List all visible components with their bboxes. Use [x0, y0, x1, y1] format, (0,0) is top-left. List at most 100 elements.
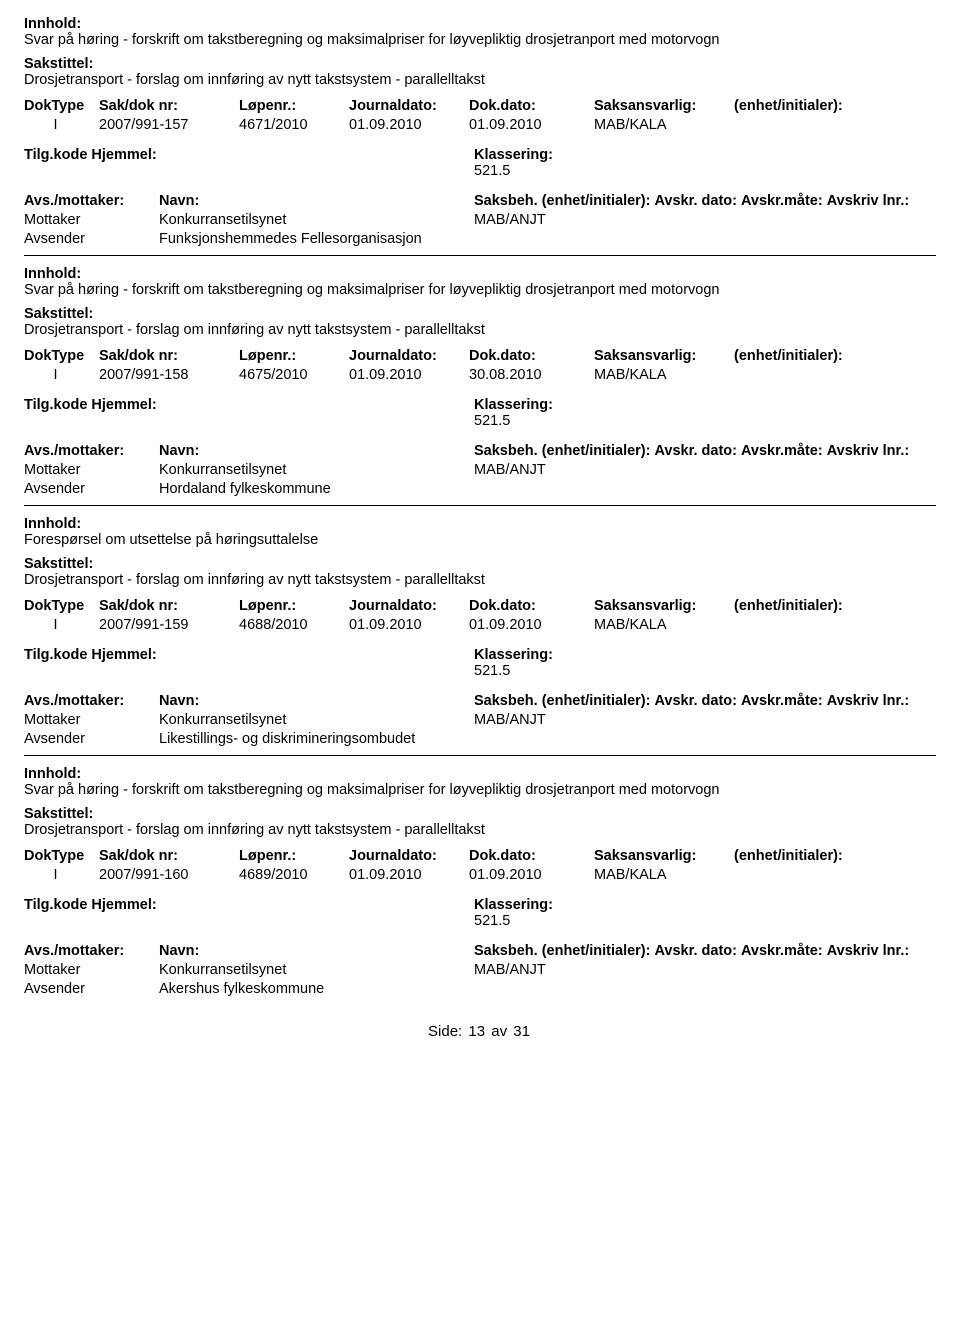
mottaker-navn: Konkurransetilsynet	[159, 962, 474, 978]
avsender-navn: Funksjonshemmedes Fellesorganisasjon	[159, 231, 474, 247]
avsmottaker-label: Avs./mottaker:	[24, 693, 124, 709]
avsender-navn: Likestillings- og diskrimineringsombudet	[159, 731, 474, 747]
avsender-role: Avsender	[24, 231, 159, 247]
tilgkode-label: Tilg.kode	[24, 897, 87, 913]
hjemmel-label: Hjemmel:	[91, 897, 156, 913]
doktype-header: DokType	[24, 98, 99, 114]
innhold-label: Innhold:	[24, 266, 936, 282]
journaldato-header: Journaldato:	[349, 348, 469, 364]
record-separator	[24, 255, 936, 256]
journaldato-header: Journaldato:	[349, 98, 469, 114]
saksbeh-value: MAB/ANJT	[474, 712, 936, 728]
saksbeh-label: Saksbeh.	[474, 693, 538, 709]
saksansvarlig-header: Saksansvarlig:	[594, 98, 734, 114]
sakstittel-label: Sakstittel:	[24, 306, 936, 322]
journaldato-value: 01.09.2010	[349, 864, 469, 883]
lopenr-value: 4671/2010	[239, 114, 349, 133]
avskriv-lnr-label: Avskriv lnr.:	[827, 943, 909, 959]
doktype-header: DokType	[24, 848, 99, 864]
dokdato-header: Dok.dato:	[469, 848, 594, 864]
dokdato-header: Dok.dato:	[469, 348, 594, 364]
avskr-dato-label: Avskr. dato:	[655, 693, 737, 709]
saksbeh-enhet-label: (enhet/initialer):	[542, 443, 651, 459]
mottaker-navn: Konkurransetilsynet	[159, 712, 474, 728]
saksbeh-enhet-label: (enhet/initialer):	[542, 943, 651, 959]
avskr-dato-label: Avskr. dato:	[655, 943, 737, 959]
saksbeh-value: MAB/ANJT	[474, 462, 936, 478]
doktype-value: I	[24, 864, 99, 883]
enhet-header: (enhet/initialer):	[734, 98, 936, 114]
avsender-role: Avsender	[24, 481, 159, 497]
enhet-header: (enhet/initialer):	[734, 348, 936, 364]
enhet-header: (enhet/initialer):	[734, 598, 936, 614]
saksansvarlig-header: Saksansvarlig:	[594, 848, 734, 864]
klassering-value: 521.5	[474, 413, 936, 429]
journal-record: Innhold: Svar på høring - forskrift om t…	[24, 766, 936, 997]
journaldato-header: Journaldato:	[349, 598, 469, 614]
record-separator	[24, 755, 936, 756]
navn-label: Navn:	[159, 943, 199, 959]
side-label: Side:	[428, 1023, 462, 1040]
doktype-header: DokType	[24, 348, 99, 364]
lopenr-value: 4689/2010	[239, 864, 349, 883]
lopenr-header: Løpenr.:	[239, 98, 349, 114]
innhold-label: Innhold:	[24, 766, 936, 782]
avsmottaker-label: Avs./mottaker:	[24, 193, 124, 209]
sakdoknr-value: 2007/991-160	[99, 864, 239, 883]
doktype-value: I	[24, 114, 99, 133]
avskr-mate-label: Avskr.måte:	[741, 443, 823, 459]
lopenr-header: Løpenr.:	[239, 848, 349, 864]
avsmottaker-label: Avs./mottaker:	[24, 443, 124, 459]
dokdato-header: Dok.dato:	[469, 98, 594, 114]
sakdoknr-header: Sak/dok nr:	[99, 348, 239, 364]
innhold-text: Svar på høring - forskrift om takstbereg…	[24, 282, 936, 298]
tilgkode-label: Tilg.kode	[24, 397, 87, 413]
hjemmel-label: Hjemmel:	[91, 647, 156, 663]
sakstittel-label: Sakstittel:	[24, 556, 936, 572]
hjemmel-label: Hjemmel:	[91, 147, 156, 163]
innhold-text: Svar på høring - forskrift om takstbereg…	[24, 782, 936, 798]
dokdato-value: 30.08.2010	[469, 364, 594, 383]
saksbeh-label: Saksbeh.	[474, 193, 538, 209]
lopenr-header: Løpenr.:	[239, 348, 349, 364]
avskriv-lnr-label: Avskriv lnr.:	[827, 443, 909, 459]
mottaker-role: Mottaker	[24, 462, 159, 478]
saksansvarlig-value: MAB/KALA	[594, 364, 734, 383]
hjemmel-label: Hjemmel:	[91, 397, 156, 413]
innhold-text: Svar på høring - forskrift om takstbereg…	[24, 32, 936, 48]
sakdoknr-header: Sak/dok nr:	[99, 98, 239, 114]
mottaker-navn: Konkurransetilsynet	[159, 462, 474, 478]
sakstittel-text: Drosjetransport - forslag om innføring a…	[24, 572, 936, 588]
sakdoknr-header: Sak/dok nr:	[99, 598, 239, 614]
klassering-label: Klassering:	[474, 397, 936, 413]
saksbeh-label: Saksbeh.	[474, 443, 538, 459]
enhet-value	[734, 614, 936, 617]
saksansvarlig-header: Saksansvarlig:	[594, 348, 734, 364]
enhet-value	[734, 864, 936, 867]
saksansvarlig-value: MAB/KALA	[594, 614, 734, 633]
navn-label: Navn:	[159, 693, 199, 709]
journal-record: Innhold: Svar på høring - forskrift om t…	[24, 266, 936, 497]
saksbeh-value: MAB/ANJT	[474, 212, 936, 228]
navn-label: Navn:	[159, 193, 199, 209]
dokdato-value: 01.09.2010	[469, 864, 594, 883]
saksansvarlig-value: MAB/KALA	[594, 864, 734, 883]
lopenr-header: Løpenr.:	[239, 598, 349, 614]
mottaker-navn: Konkurransetilsynet	[159, 212, 474, 228]
mottaker-role: Mottaker	[24, 962, 159, 978]
journal-record: Innhold: Forespørsel om utsettelse på hø…	[24, 516, 936, 747]
mottaker-role: Mottaker	[24, 712, 159, 728]
doktype-header: DokType	[24, 598, 99, 614]
sakdoknr-value: 2007/991-159	[99, 614, 239, 633]
saksbeh-enhet-label: (enhet/initialer):	[542, 193, 651, 209]
innhold-text: Forespørsel om utsettelse på høringsutta…	[24, 532, 936, 548]
page-footer: Side: 13 av 31	[24, 1023, 936, 1040]
avskr-dato-label: Avskr. dato:	[655, 443, 737, 459]
avskr-mate-label: Avskr.måte:	[741, 693, 823, 709]
page-current: 13	[466, 1023, 487, 1040]
klassering-value: 521.5	[474, 913, 936, 929]
tilgkode-label: Tilg.kode	[24, 147, 87, 163]
enhet-value	[734, 364, 936, 367]
saksbeh-label: Saksbeh.	[474, 943, 538, 959]
innhold-label: Innhold:	[24, 516, 936, 532]
